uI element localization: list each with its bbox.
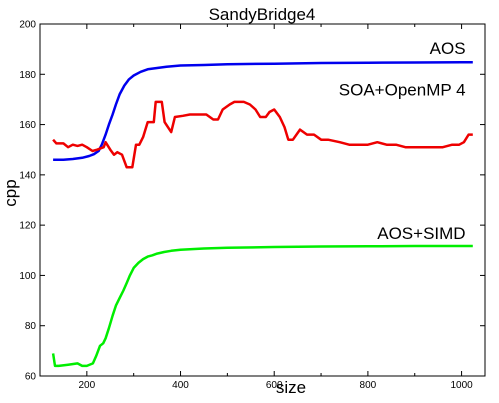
x-tick-label: 1000: [450, 380, 473, 391]
y-tick-label: 140: [19, 170, 36, 181]
series-layer: [51, 60, 473, 368]
series-label-1: SOA+OpenMP 4: [339, 81, 466, 100]
x-tick-label: 800: [360, 380, 377, 391]
y-axis-label: cpp: [1, 179, 20, 206]
tick-labels-layer: 200 400 600 800 1000 60 80 100 120 140 160 180 200: [19, 20, 473, 392]
y-tick-label: 200: [19, 20, 36, 31]
x-tick-label: 200: [78, 380, 95, 391]
series-labels-layer: AOS SOA+OpenMP 4 AOS+SIMD: [339, 39, 466, 243]
y-tick-label: 120: [19, 221, 36, 232]
series-line-1: [52, 100, 473, 169]
series-line-2: [51, 244, 473, 368]
series-label-0: AOS: [430, 39, 466, 58]
x-tick-label: 400: [172, 380, 189, 391]
y-tick-label: 160: [19, 120, 36, 131]
series-line-0: [53, 60, 473, 162]
chart-title: SandyBridge4: [209, 5, 316, 24]
y-tick-label: 80: [25, 321, 37, 332]
x-tick-label: 600: [266, 380, 283, 391]
y-tick-label: 100: [19, 271, 36, 282]
y-tick-label: 180: [19, 70, 36, 81]
x-axis-label: size: [276, 378, 306, 397]
plot-frame: [39, 23, 486, 377]
series-label-2: AOS+SIMD: [377, 224, 465, 243]
y-tick-label: 60: [25, 372, 37, 383]
